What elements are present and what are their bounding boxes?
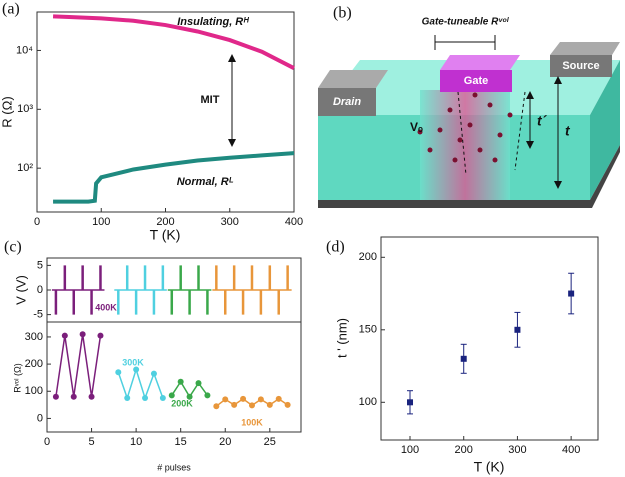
series-label: 200K — [171, 398, 193, 408]
marker — [88, 393, 95, 400]
y-tick-label: 200 — [25, 358, 43, 370]
point — [460, 355, 467, 362]
marker — [240, 395, 247, 402]
marker — [248, 402, 255, 409]
point — [407, 399, 414, 406]
series-label: 100K — [241, 417, 263, 427]
x-axis-label: T (K) — [474, 459, 505, 475]
y-tick-label: 150 — [359, 324, 377, 336]
series-label: 400K — [95, 302, 117, 312]
x-tick-label: 15 — [175, 436, 187, 448]
series-label: Insulating, Rᴴ — [177, 16, 249, 28]
plot-frame — [46, 321, 302, 433]
marker — [124, 395, 131, 402]
t-prime-label: t´ — [537, 113, 548, 129]
panel-label: (d) — [326, 239, 345, 256]
y-tick-label: 300 — [25, 331, 43, 343]
y-axis-label: R (Ω) — [0, 96, 14, 127]
marker — [222, 396, 229, 403]
point — [568, 290, 575, 297]
y-tick-label: 10⁴ — [16, 44, 33, 56]
source-label: Source — [562, 60, 599, 72]
marker — [204, 392, 211, 399]
x-tick-label: 400 — [562, 444, 580, 456]
series-line — [117, 367, 164, 401]
x-tick-label: 200 — [156, 216, 174, 228]
x-tick-label: 300 — [221, 216, 239, 228]
marker — [168, 392, 175, 399]
y-tick-label: -5 — [33, 309, 43, 321]
x-tick-label: 0 — [34, 216, 40, 228]
plot-frame — [380, 236, 599, 441]
t-label: t — [565, 123, 571, 139]
x-tick-label: 100 — [92, 216, 110, 228]
x-tick-label: 200 — [455, 444, 473, 456]
marker — [97, 332, 104, 339]
y-tick-label: 100 — [25, 385, 43, 397]
marker — [61, 332, 68, 339]
y-tick-label: 10² — [17, 162, 33, 174]
marker — [195, 380, 202, 387]
y-tick-label: 0 — [37, 412, 43, 424]
series-label: 300K — [122, 357, 144, 367]
x-tick-label: 300 — [508, 444, 526, 456]
gate-label: Gate — [464, 75, 488, 87]
marker — [186, 393, 193, 400]
panel-label: (c) — [4, 239, 22, 256]
marker — [133, 366, 140, 373]
marker — [231, 401, 238, 408]
panel-label: (a) — [2, 1, 20, 18]
diagram-title: Gate-tuneable Rᵛᵒˡ — [422, 17, 510, 28]
marker — [159, 395, 166, 402]
y-tick-label: 5 — [37, 259, 43, 271]
marker — [266, 401, 273, 408]
marker — [275, 395, 282, 402]
drain-label: Drain — [333, 96, 361, 108]
marker — [142, 395, 149, 402]
marker — [213, 403, 220, 410]
point — [514, 326, 521, 333]
y-tick-label: 0 — [37, 284, 43, 296]
x-axis-label: # pulses — [157, 462, 191, 472]
x-tick-label: 100 — [401, 444, 419, 456]
x-tick-label: 0 — [44, 436, 50, 448]
marker — [70, 393, 77, 400]
y-axis-label: Rᵛᵒˡ (Ω) — [12, 363, 22, 392]
marker — [150, 370, 157, 377]
y-tick-label: 10³ — [17, 103, 33, 115]
device-diagram: Gate-tuneable Rᵛᵒˡ Gate Drain Source t´ … — [318, 17, 620, 208]
x-tick-label: 5 — [88, 436, 94, 448]
annotation: MIT — [201, 94, 220, 106]
marker — [52, 393, 59, 400]
x-tick-label: 400 — [285, 216, 303, 228]
marker — [79, 331, 86, 338]
y-tick-label: 100 — [359, 396, 377, 408]
marker — [115, 369, 122, 376]
series-line — [55, 334, 102, 397]
marker — [257, 396, 264, 403]
series-label: Normal, Rᴸ — [177, 176, 234, 188]
x-tick-label: 20 — [219, 436, 231, 448]
y-tick-label: 200 — [359, 251, 377, 263]
vo-label: Vₒ — [410, 120, 423, 134]
series-line — [53, 151, 295, 204]
x-tick-label: 10 — [130, 436, 142, 448]
series-line — [52, 14, 295, 70]
plot-frame — [36, 11, 295, 213]
y-axis-label: t ' (nm) — [334, 318, 349, 358]
marker — [177, 378, 184, 385]
x-tick-label: 25 — [264, 436, 276, 448]
panel-label: (b) — [333, 5, 352, 22]
y-axis-label: V (V) — [13, 275, 28, 305]
x-axis-label: T (K) — [150, 227, 181, 243]
marker — [284, 401, 291, 408]
